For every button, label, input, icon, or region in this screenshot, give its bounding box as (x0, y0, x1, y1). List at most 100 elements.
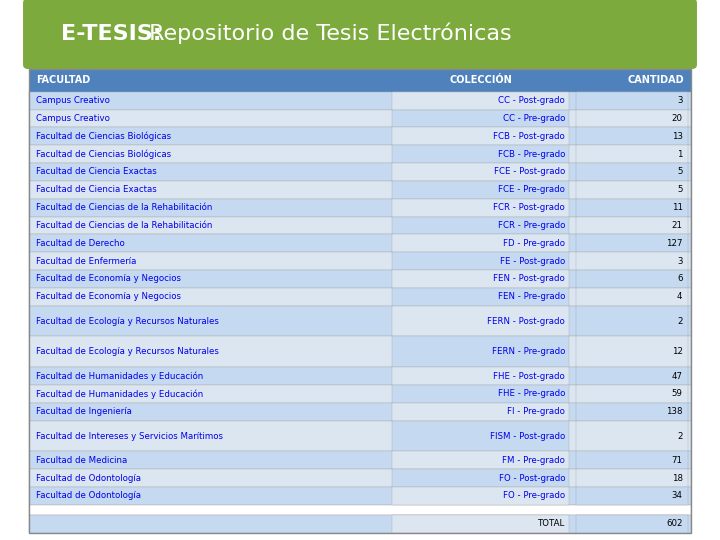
Text: FCR - Pre-grado: FCR - Pre-grado (498, 221, 565, 230)
Text: 3: 3 (677, 256, 683, 266)
Text: 5: 5 (677, 167, 683, 177)
FancyBboxPatch shape (392, 487, 569, 505)
FancyBboxPatch shape (576, 163, 688, 181)
FancyBboxPatch shape (576, 252, 688, 270)
Text: FHE - Pre-grado: FHE - Pre-grado (498, 389, 565, 399)
Text: 21: 21 (672, 221, 683, 230)
FancyBboxPatch shape (576, 336, 688, 367)
FancyBboxPatch shape (29, 367, 691, 385)
Text: FHE - Post-grado: FHE - Post-grado (493, 372, 565, 381)
Text: FCB - Post-grado: FCB - Post-grado (493, 132, 565, 141)
Text: 138: 138 (666, 407, 683, 416)
Text: Facultad de Humanidades y Educación: Facultad de Humanidades y Educación (36, 372, 203, 381)
Text: 4: 4 (677, 292, 683, 301)
Text: Facultad de Medicina: Facultad de Medicina (36, 456, 127, 465)
Text: 34: 34 (672, 491, 683, 501)
Text: 20: 20 (672, 114, 683, 123)
Text: Facultad de Ciencias de la Rehabilitación: Facultad de Ciencias de la Rehabilitació… (36, 203, 212, 212)
Text: 1: 1 (677, 150, 683, 159)
Text: 2: 2 (677, 316, 683, 326)
FancyBboxPatch shape (392, 469, 569, 487)
Text: CANTIDAD: CANTIDAD (627, 76, 684, 85)
FancyBboxPatch shape (392, 110, 569, 127)
Text: FERN - Pre-grado: FERN - Pre-grado (492, 347, 565, 356)
FancyBboxPatch shape (29, 403, 691, 421)
FancyBboxPatch shape (392, 306, 569, 336)
Text: Facultad de Ecología y Recursos Naturales: Facultad de Ecología y Recursos Naturale… (36, 347, 219, 356)
FancyBboxPatch shape (392, 336, 569, 367)
FancyBboxPatch shape (392, 252, 569, 270)
FancyBboxPatch shape (576, 288, 688, 306)
FancyBboxPatch shape (29, 306, 691, 336)
Text: 5: 5 (677, 185, 683, 194)
FancyBboxPatch shape (392, 163, 569, 181)
FancyBboxPatch shape (576, 127, 688, 145)
FancyBboxPatch shape (576, 451, 688, 469)
Text: 602: 602 (666, 519, 683, 528)
FancyBboxPatch shape (392, 270, 569, 288)
Text: Facultad de Ciencias Biológicas: Facultad de Ciencias Biológicas (36, 132, 171, 141)
Text: Facultad de Economía y Negocios: Facultad de Economía y Negocios (36, 292, 181, 301)
FancyBboxPatch shape (392, 288, 569, 306)
FancyBboxPatch shape (392, 199, 569, 217)
Text: Facultad de Ciencia Exactas: Facultad de Ciencia Exactas (36, 185, 157, 194)
Text: Facultad de Ciencias de la Rehabilitación: Facultad de Ciencias de la Rehabilitació… (36, 221, 212, 230)
FancyBboxPatch shape (576, 270, 688, 288)
FancyBboxPatch shape (392, 92, 569, 110)
Text: E-TESIS:: E-TESIS: (61, 24, 162, 44)
FancyBboxPatch shape (392, 451, 569, 469)
FancyBboxPatch shape (576, 515, 688, 532)
Text: Facultad de Humanidades y Educación: Facultad de Humanidades y Educación (36, 389, 203, 399)
Text: FCR - Post-grado: FCR - Post-grado (493, 203, 565, 212)
Text: FO - Pre-grado: FO - Pre-grado (503, 491, 565, 501)
Text: Facultad de Economía y Negocios: Facultad de Economía y Negocios (36, 274, 181, 284)
Text: Facultad de Ciencias Biológicas: Facultad de Ciencias Biológicas (36, 150, 171, 159)
FancyBboxPatch shape (392, 127, 569, 145)
FancyBboxPatch shape (576, 110, 688, 127)
FancyBboxPatch shape (392, 145, 569, 163)
Text: FO - Post-grado: FO - Post-grado (499, 474, 565, 483)
Text: FM - Pre-grado: FM - Pre-grado (503, 456, 565, 465)
FancyBboxPatch shape (29, 234, 691, 252)
Text: Facultad de Ecología y Recursos Naturales: Facultad de Ecología y Recursos Naturale… (36, 316, 219, 326)
Text: FEN - Post-grado: FEN - Post-grado (493, 274, 565, 284)
Text: FCE - Pre-grado: FCE - Pre-grado (498, 185, 565, 194)
Text: 2: 2 (677, 431, 683, 441)
FancyBboxPatch shape (392, 403, 569, 421)
Text: CC - Pre-grado: CC - Pre-grado (503, 114, 565, 123)
Text: FE - Post-grado: FE - Post-grado (500, 256, 565, 266)
Text: Campus Creativo: Campus Creativo (36, 114, 110, 123)
Text: FCE - Post-grado: FCE - Post-grado (494, 167, 565, 177)
Text: Facultad de Odontología: Facultad de Odontología (36, 491, 141, 501)
FancyBboxPatch shape (29, 69, 691, 92)
FancyBboxPatch shape (576, 487, 688, 505)
FancyBboxPatch shape (576, 403, 688, 421)
FancyBboxPatch shape (29, 181, 691, 199)
Text: FISM - Post-grado: FISM - Post-grado (490, 431, 565, 441)
Text: CC - Post-grado: CC - Post-grado (498, 96, 565, 105)
Text: 127: 127 (666, 239, 683, 248)
Text: FI - Pre-grado: FI - Pre-grado (508, 407, 565, 416)
Text: FEN - Pre-grado: FEN - Pre-grado (498, 292, 565, 301)
Text: 59: 59 (672, 389, 683, 399)
Text: 6: 6 (677, 274, 683, 284)
FancyBboxPatch shape (576, 306, 688, 336)
FancyBboxPatch shape (29, 199, 691, 217)
FancyBboxPatch shape (29, 145, 691, 163)
Text: 11: 11 (672, 203, 683, 212)
Text: Facultad de Derecho: Facultad de Derecho (36, 239, 125, 248)
FancyBboxPatch shape (29, 515, 691, 532)
FancyBboxPatch shape (29, 217, 691, 234)
FancyBboxPatch shape (29, 487, 691, 505)
Text: Facultad de Intereses y Servicios Marítimos: Facultad de Intereses y Servicios Maríti… (36, 431, 223, 441)
Text: TOTAL: TOTAL (538, 519, 565, 528)
FancyBboxPatch shape (29, 421, 691, 451)
Text: 18: 18 (672, 474, 683, 483)
FancyBboxPatch shape (576, 469, 688, 487)
Text: Facultad de Ingeniería: Facultad de Ingeniería (36, 407, 132, 416)
FancyBboxPatch shape (29, 252, 691, 270)
FancyBboxPatch shape (29, 336, 691, 367)
Text: 3: 3 (677, 96, 683, 105)
Text: COLECCIÓN: COLECCIÓN (449, 76, 512, 85)
FancyBboxPatch shape (576, 217, 688, 234)
